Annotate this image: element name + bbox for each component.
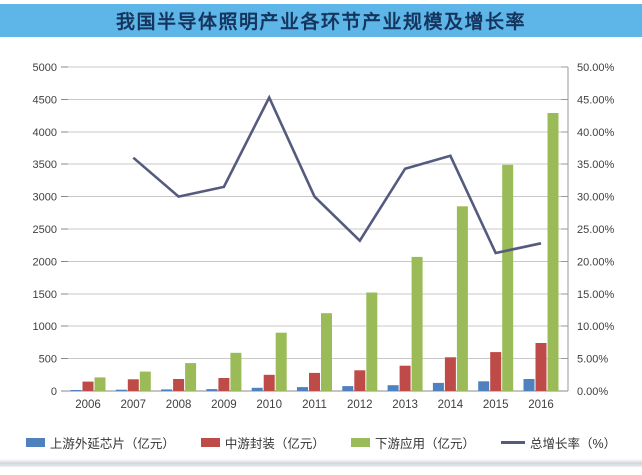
right-axis-tick-label: 25.00% [577,224,615,236]
bar-2016 [547,113,559,391]
chart-title: 我国半导体照明产业各环节产业规模及增长率 [115,12,526,33]
x-axis-year-label: 2016 [528,399,554,411]
red-bar-swatch-icon [200,437,220,447]
left-axis-tick-label: 0 [51,386,57,398]
legend-label: 上游外延芯片（亿元） [49,436,175,451]
bar-2012 [354,370,366,391]
right-axis-tick-label: 40.00% [577,127,615,139]
bar-2007 [139,371,151,391]
right-axis-tick-label: 10.00% [577,321,615,333]
right-axis-tick-label: 15.00% [577,289,615,301]
green-bar-swatch-icon [350,437,370,447]
bar-2009 [206,389,218,391]
bar-2010 [263,374,275,391]
x-axis-year-label: 2006 [75,399,101,411]
left-axis-tick-label: 4500 [33,94,57,106]
left-axis-tick-label: 3000 [33,192,57,204]
x-axis-year-label: 2012 [347,399,373,411]
right-axis-tick-label: 30.00% [577,192,615,204]
bar-2016 [523,379,535,391]
left-axis-tick-label: 4000 [33,127,57,139]
right-axis-tick-label: 35.00% [577,159,615,171]
bar-2010 [275,332,287,391]
bar-2013 [387,385,399,391]
bar-2011 [321,313,332,391]
bar-2009 [230,352,242,391]
line-swatch-icon [500,440,525,444]
bar-2010 [251,387,263,391]
right-axis-tick-label: 50.00% [577,62,615,74]
bar-2014 [432,382,444,391]
right-axis-tick-label: 0.00% [577,386,608,398]
right-axis-tick-label: 20.00% [577,256,615,268]
legend-label: 下游应用（亿元） [374,436,475,451]
bar-2016 [535,343,547,391]
chart-legend: 上游外延芯片（亿元） 中游封装（亿元） 下游应用（亿元） 总增长率（%） [0,431,642,453]
bar-2006 [94,377,106,391]
legend-item-downstream-applications: 下游应用（亿元） [350,433,475,452]
bar-2011 [297,387,308,391]
x-axis-year-label: 2015 [483,399,509,411]
bar-2006 [82,381,94,391]
bar-2008 [173,379,185,391]
left-axis-tick-label: 2000 [33,256,57,268]
left-axis-tick-label: 1500 [33,289,57,301]
left-axis-tick-label: 2500 [33,224,57,236]
bar-2013 [411,256,423,391]
x-axis-year-label: 2013 [392,399,418,411]
bar-2015 [502,164,514,391]
bar-2007 [127,379,139,391]
right-axis-tick-label: 5.00% [577,354,608,366]
x-axis-year-label: 2010 [256,399,282,411]
bar-2013 [399,365,411,391]
bar-2008 [185,363,197,391]
blue-bar-swatch-icon [25,437,45,447]
total-growth-rate-line [132,94,542,255]
bottom-shadow-divider [0,459,642,467]
left-axis-tick-label: 500 [39,354,57,366]
left-axis-tick-label: 1000 [33,321,57,333]
bar-2014 [456,206,468,391]
x-axis-year-label: 2008 [166,399,192,411]
left-axis-tick-label: 3500 [33,159,57,171]
chart-title-band: 我国半导体照明产业各环节产业规模及增长率 [0,4,642,37]
legend-item-midstream-packaging: 中游封装（亿元） [200,433,325,452]
bar-2007 [115,389,127,391]
bar-2014 [444,357,456,391]
x-axis-year-label: 2014 [438,399,464,411]
bar-2006 [70,390,82,391]
right-axis-tick-label: 45.00% [577,94,615,106]
bar-2012 [342,386,354,391]
legend-label: 中游封装（亿元） [224,436,325,451]
x-axis-year-label: 2007 [121,399,147,411]
left-axis-tick-label: 5000 [33,62,57,74]
legend-item-total-growth-rate: 总增长率（%） [500,433,617,452]
bar-2008 [161,389,173,391]
legend-item-upstream-chips: 上游外延芯片（亿元） [25,433,175,452]
x-axis-year-label: 2009 [211,399,237,411]
legend-label: 总增长率（%） [529,436,617,451]
bar-2015 [490,352,502,391]
bar-2012 [366,292,378,391]
bar-2011 [309,372,320,391]
bar-2015 [478,381,490,391]
bar-2009 [218,378,230,391]
x-axis-year-label: 2011 [302,399,327,411]
